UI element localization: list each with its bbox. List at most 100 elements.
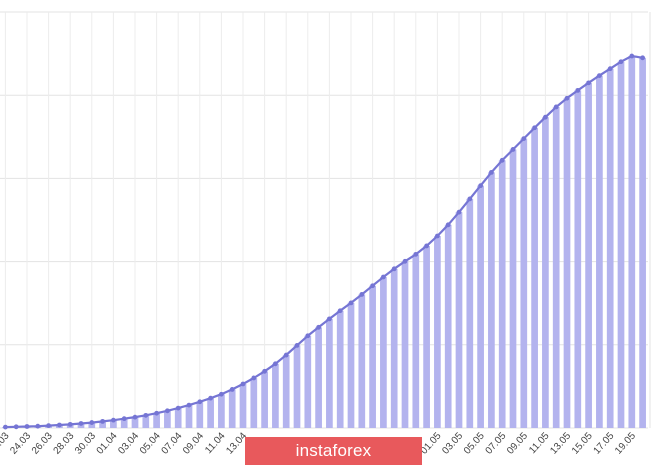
x-tick-label: 28.03 [52, 430, 77, 456]
data-point [607, 66, 613, 72]
watermark-logo: instaforex [245, 437, 422, 465]
data-point [510, 147, 516, 152]
bar [466, 198, 474, 428]
x-tick-label: 30.03 [73, 430, 98, 456]
data-point [489, 169, 494, 175]
bar [531, 127, 538, 428]
data-point [219, 391, 224, 397]
x-tick-label: 26.03 [30, 430, 55, 456]
data-point [24, 424, 30, 429]
data-point [132, 414, 138, 420]
x-tick-label: 11.04 [203, 430, 228, 456]
data-point [348, 300, 354, 306]
data-point [154, 410, 160, 416]
data-point [337, 308, 343, 314]
bar [455, 212, 463, 428]
bar [218, 394, 225, 428]
data-point [3, 424, 8, 430]
bar [315, 327, 322, 428]
data-point [197, 399, 203, 405]
bar [390, 268, 398, 428]
data-point [445, 222, 451, 228]
bar [542, 117, 549, 428]
data-point [251, 375, 257, 381]
bar [88, 422, 96, 428]
data-point [57, 422, 62, 428]
bar [250, 377, 258, 428]
x-tick-label: 19.05 [613, 430, 638, 456]
data-point [100, 418, 105, 424]
x-tick-label: 07.05 [484, 430, 509, 456]
bar [347, 302, 355, 428]
data-point [165, 408, 170, 414]
bar [488, 172, 495, 428]
data-point [67, 421, 73, 427]
bar [196, 401, 204, 428]
data-point [424, 243, 429, 249]
bar [423, 245, 430, 428]
bar [585, 82, 592, 428]
bar [563, 98, 571, 429]
bar [142, 415, 150, 428]
data-point [391, 266, 397, 272]
bar [606, 68, 614, 429]
bar [261, 371, 268, 428]
bar [153, 413, 160, 428]
data-point [370, 283, 375, 289]
data-point [262, 368, 267, 374]
data-point [240, 381, 246, 387]
bar [174, 408, 182, 428]
data-point [597, 73, 602, 79]
bars [2, 56, 646, 429]
bar [520, 138, 528, 428]
x-tick-label: 01.04 [95, 430, 120, 456]
bar [369, 285, 376, 428]
bar [380, 276, 387, 428]
data-point [273, 361, 278, 367]
x-tick-label: 22.03 [0, 430, 12, 456]
bar [272, 363, 279, 428]
x-tick-label: 15.05 [570, 430, 595, 456]
bar [401, 261, 409, 428]
data-point [521, 136, 527, 142]
bar [628, 56, 636, 428]
data-point [478, 183, 483, 189]
data-point [283, 352, 289, 358]
x-tick-label: 24.03 [8, 430, 33, 456]
data-point [35, 423, 41, 429]
data-point [175, 405, 181, 411]
bar [444, 224, 452, 428]
bar [164, 410, 171, 428]
data-point [575, 87, 581, 93]
data-point [618, 59, 624, 65]
x-tick-label: 11.05 [527, 430, 552, 456]
bar [185, 405, 193, 428]
series-line [3, 53, 645, 430]
x-tick-label: 05.04 [138, 430, 163, 456]
bar [304, 335, 312, 428]
data-point [143, 412, 149, 418]
grid [0, 11, 651, 429]
data-point [543, 114, 548, 120]
data-point [121, 416, 127, 422]
data-point [78, 421, 84, 426]
data-point [499, 157, 505, 163]
data-point [305, 333, 311, 339]
data-point [316, 324, 321, 330]
data-point [46, 423, 51, 428]
x-tick-label: 13.05 [548, 430, 573, 456]
bar [412, 254, 420, 428]
data-point [413, 251, 419, 257]
data-point [564, 95, 570, 101]
data-point [186, 402, 192, 408]
data-point [208, 395, 214, 401]
x-tick-label: 03.04 [116, 430, 141, 456]
bar [358, 294, 366, 428]
data-point [586, 80, 591, 86]
data-point [111, 417, 116, 423]
data-point [435, 233, 440, 239]
x-tick-label: 09.04 [181, 430, 206, 456]
bar [617, 61, 625, 428]
x-tick-label: 17.05 [592, 430, 617, 456]
